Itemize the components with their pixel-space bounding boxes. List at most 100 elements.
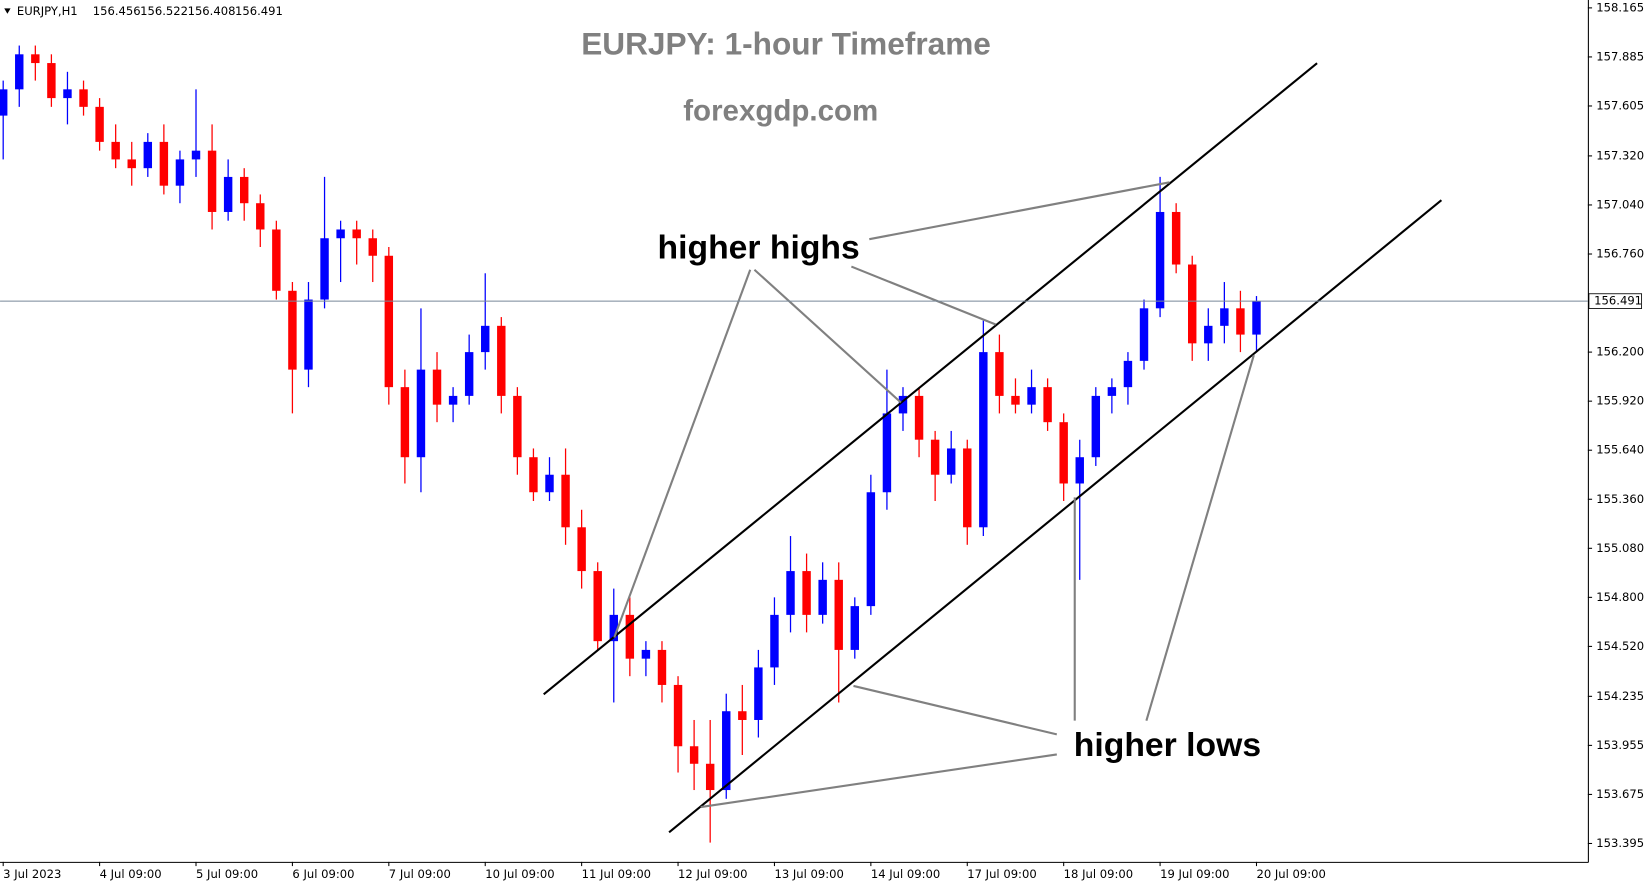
x-tick-label: 3 Jul 2023 — [3, 867, 61, 881]
candle-body — [256, 203, 265, 230]
candle-body — [657, 649, 667, 685]
candle-body — [336, 229, 345, 239]
x-tick-label: 14 Jul 09:00 — [871, 867, 940, 881]
candle-body — [995, 352, 1004, 396]
candle-body — [738, 711, 747, 720]
candle-body — [31, 54, 40, 64]
candle-body — [1027, 387, 1036, 405]
candle-body — [191, 150, 201, 160]
candle-body — [95, 106, 104, 142]
pointer-line — [850, 265, 997, 326]
candle-body — [689, 746, 699, 764]
pointer-line — [869, 181, 1170, 241]
annotation: higher lows — [1074, 726, 1261, 764]
candle-body — [432, 369, 442, 405]
candle-body — [207, 150, 217, 212]
y-tick-label: 156.200 — [1596, 345, 1644, 359]
candle-body — [625, 614, 635, 659]
candle-body — [802, 571, 811, 615]
candle-body — [722, 711, 731, 791]
candle-body — [15, 54, 24, 90]
y-tick-label: 157.605 — [1596, 98, 1644, 112]
y-tick-label: 157.885 — [1596, 49, 1644, 63]
candle-body — [577, 527, 586, 572]
candle-body — [63, 89, 72, 99]
y-tick-label: 158.165 — [1596, 0, 1644, 14]
x-tick-label: 6 Jul 09:00 — [292, 867, 354, 881]
header-value: 156.456 — [93, 4, 141, 18]
pointer-line — [1145, 354, 1255, 721]
candle-body — [946, 448, 956, 475]
candle-body — [1091, 395, 1101, 458]
candle-body — [464, 352, 474, 396]
y-tick-label: 153.675 — [1596, 787, 1644, 801]
candle-body — [979, 352, 988, 528]
candle-body — [223, 176, 233, 212]
x-tick-label: 10 Jul 09:00 — [485, 867, 554, 881]
candle-body — [1204, 325, 1213, 344]
candle-body — [288, 290, 297, 370]
y-tick-label: 153.395 — [1596, 836, 1644, 850]
y-tick-label: 153.955 — [1596, 738, 1644, 752]
x-tick-label: 4 Jul 09:00 — [100, 867, 162, 881]
last-price-box — [1588, 293, 1643, 309]
chart-subtitle: forexgdp.com — [683, 95, 878, 128]
candle-body — [705, 763, 715, 791]
candle-body — [818, 579, 827, 615]
x-tick-label: 5 Jul 09:00 — [196, 867, 258, 881]
candle-body — [1171, 211, 1181, 265]
candle-body — [1155, 211, 1165, 309]
candle-body — [304, 299, 313, 370]
pointer-line — [700, 753, 1057, 809]
candle-body — [1236, 308, 1245, 335]
candle-body — [272, 229, 281, 291]
candle-body — [850, 606, 860, 650]
candle-body — [497, 325, 506, 396]
candle-body — [79, 89, 88, 107]
header-value: 156.522 — [140, 4, 188, 18]
candle-body — [111, 141, 120, 160]
candles — [0, 45, 1261, 843]
candle-body — [770, 614, 779, 668]
x-tick-label: 13 Jul 09:00 — [774, 867, 843, 881]
y-tick-label: 154.800 — [1596, 590, 1644, 604]
candle-body — [1139, 308, 1149, 361]
candle-body — [1011, 395, 1020, 405]
candle-body — [609, 614, 618, 642]
candle-body — [914, 395, 924, 440]
header-value: 156.408 — [188, 4, 236, 18]
y-tick-label: 155.920 — [1596, 394, 1644, 408]
menu-arrow[interactable] — [4, 8, 11, 14]
candle-body — [1123, 360, 1133, 388]
y-tick-label: 157.320 — [1596, 148, 1644, 162]
pointer-line — [753, 268, 902, 404]
lower-channel-line — [668, 199, 1443, 834]
y-tick-label: 157.040 — [1596, 197, 1644, 211]
candle-body — [1220, 308, 1229, 326]
candle-body — [754, 667, 763, 720]
candle-body — [866, 492, 876, 607]
candle-body — [786, 571, 795, 615]
candle-body — [593, 571, 602, 642]
candle-body — [159, 141, 169, 186]
last-price-label: 156.491 — [1594, 294, 1642, 308]
x-tick-label: 12 Jul 09:00 — [678, 867, 747, 881]
candle-body — [834, 579, 843, 650]
pointer-line — [853, 684, 1058, 736]
x-tick-label: 20 Jul 09:00 — [1256, 867, 1325, 881]
y-tick-label: 155.640 — [1596, 443, 1644, 457]
candle-body — [384, 255, 394, 388]
candle-body — [898, 395, 908, 414]
header-value: 156.491 — [235, 4, 283, 18]
y-tick-label: 154.235 — [1596, 689, 1644, 703]
candle-body — [1043, 387, 1052, 423]
y-tick-label: 156.760 — [1596, 247, 1644, 261]
x-tick-label: 19 Jul 09:00 — [1160, 867, 1229, 881]
candle-body — [448, 395, 458, 405]
annotation: higher highs — [658, 229, 860, 267]
candle-body — [1059, 422, 1068, 484]
upper-channel-line — [543, 62, 1318, 696]
candle-body — [416, 369, 426, 458]
candle-body — [143, 141, 153, 169]
